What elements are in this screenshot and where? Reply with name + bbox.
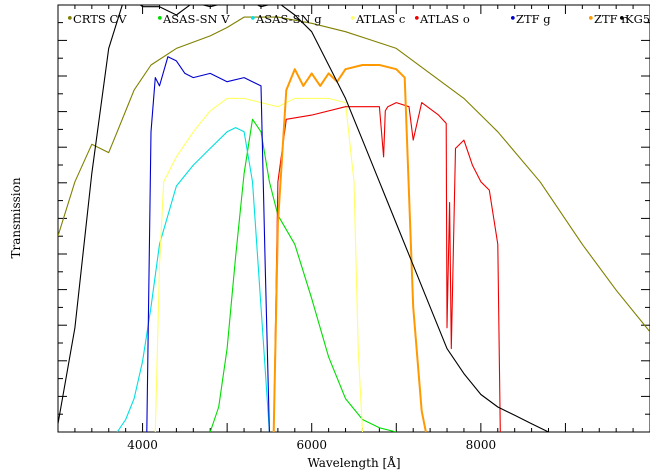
legend-marker-0: • [66, 12, 74, 27]
legend-marker-4: • [413, 12, 421, 27]
x-tick-label: 4000 [127, 438, 158, 452]
plot-area [57, 4, 650, 433]
legend-marker-2: • [249, 12, 257, 27]
legend-entry-2: ASAS-SN g [255, 12, 322, 26]
y-axis-label: Transmission [9, 177, 23, 258]
legend-entry-0: CRTS CV [73, 12, 127, 26]
legend: • CRTS CV • ASAS-SN V • ASAS-SN g • ATLAS c • ATL… [66, 12, 650, 27]
legend-marker-5: • [509, 12, 517, 27]
legend-entry-4: ATLAS o [419, 12, 470, 26]
legend-marker-7: • [618, 12, 626, 27]
series-line-0 [58, 16, 650, 333]
series-line-4 [273, 102, 501, 432]
legend-entry-6: ZTF r [594, 12, 627, 26]
series-group [58, 5, 650, 432]
series-line-5 [146, 56, 270, 432]
legend-marker-1: • [156, 12, 164, 27]
x-tick-label: 6000 [296, 438, 327, 452]
series-line-7 [58, 5, 549, 432]
legend-entry-5: ZTF g [516, 12, 551, 26]
legend-entry-7: KG5 [625, 12, 650, 26]
x-axis-label: Wavelength [Å] [307, 455, 400, 470]
legend-entry-3: ATLAS c [355, 12, 405, 26]
legend-entry-1: ASAS-SN V [162, 12, 230, 26]
legend-marker-3: • [349, 12, 357, 27]
x-tick-label: 8000 [466, 438, 497, 452]
series-line-1 [209, 118, 397, 432]
legend-marker-6: • [587, 12, 595, 27]
series-line-2 [116, 127, 270, 432]
